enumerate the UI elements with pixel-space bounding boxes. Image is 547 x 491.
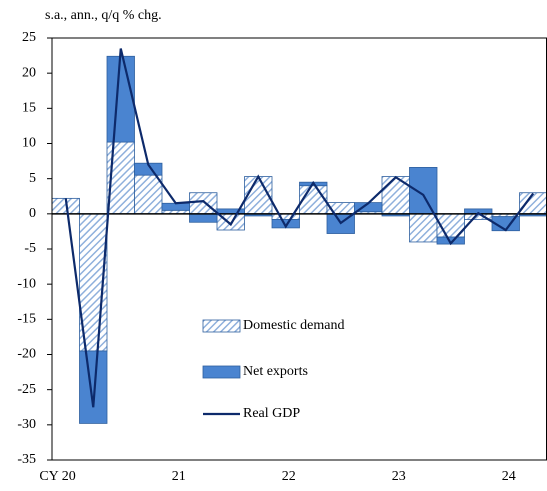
y-tick-label: 0 [29, 206, 36, 221]
bar [106, 55, 135, 143]
x-tick-label: 24 [502, 469, 516, 484]
chart-subtitle: s.a., ann., q/q % chg. [45, 8, 162, 23]
bar [409, 167, 438, 215]
y-tick-label: 10 [22, 136, 36, 151]
bar [409, 213, 438, 243]
y-tick-label: -30 [17, 417, 36, 432]
bar [134, 174, 163, 215]
x-tick-label: CY 20 [39, 469, 75, 484]
y-tick-label: -5 [24, 241, 36, 256]
bar [79, 350, 108, 424]
x-tick-label: 22 [282, 469, 296, 484]
legend-label: Real GDP [243, 406, 300, 421]
legend-swatch [202, 319, 241, 333]
y-tick-label: -10 [17, 276, 36, 291]
bar [189, 213, 218, 223]
y-tick-label: -25 [17, 382, 36, 397]
y-tick-label: 5 [29, 171, 36, 186]
gdp-line [64, 48, 535, 408]
y-tick-label: 20 [22, 65, 36, 80]
x-tick-label: 21 [172, 469, 186, 484]
y-tick-label: -20 [17, 347, 36, 362]
y-tick-label: -15 [17, 312, 36, 327]
legend-label: Net exports [243, 364, 308, 379]
y-tick-label: -35 [17, 452, 36, 467]
bar [271, 213, 300, 220]
legend-label: Domestic demand [243, 318, 344, 333]
bar [519, 192, 547, 215]
x-tick-label: 23 [392, 469, 406, 484]
y-tick-label: 15 [22, 101, 36, 116]
y-tick-label: 25 [22, 30, 36, 45]
legend-swatch [202, 365, 241, 379]
